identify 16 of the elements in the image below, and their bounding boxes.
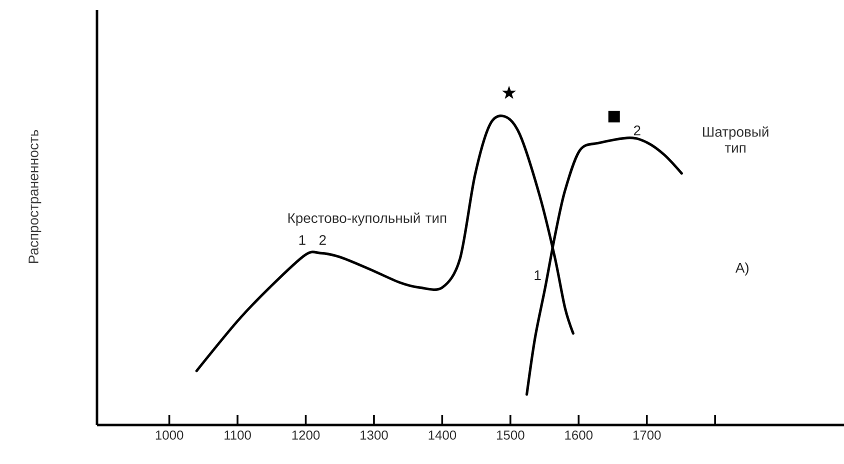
text: Шатровый тип bbox=[703, 126, 768, 153]
annotation: 1 bbox=[299, 235, 306, 245]
annotation: 2 bbox=[634, 126, 640, 136]
x-tick-label: 1400 bbox=[428, 430, 456, 440]
x-tick-label: 1600 bbox=[565, 430, 593, 440]
x-tick-label: 1500 bbox=[496, 430, 524, 440]
annotation: 1 bbox=[534, 270, 541, 280]
y-axis-title: Распространенность bbox=[28, 130, 42, 263]
x-tick-label: 1100 bbox=[224, 430, 251, 440]
x-tick-label: 1200 bbox=[292, 430, 320, 440]
series-label: Крестово-купольный тип bbox=[288, 212, 446, 226]
annotation: A) bbox=[735, 262, 748, 276]
x-tick-label: 1300 bbox=[360, 430, 388, 440]
annotation: 2 bbox=[319, 235, 326, 245]
x-tick-label: 1000 bbox=[156, 430, 184, 440]
x-tick-label: 1700 bbox=[633, 430, 661, 440]
